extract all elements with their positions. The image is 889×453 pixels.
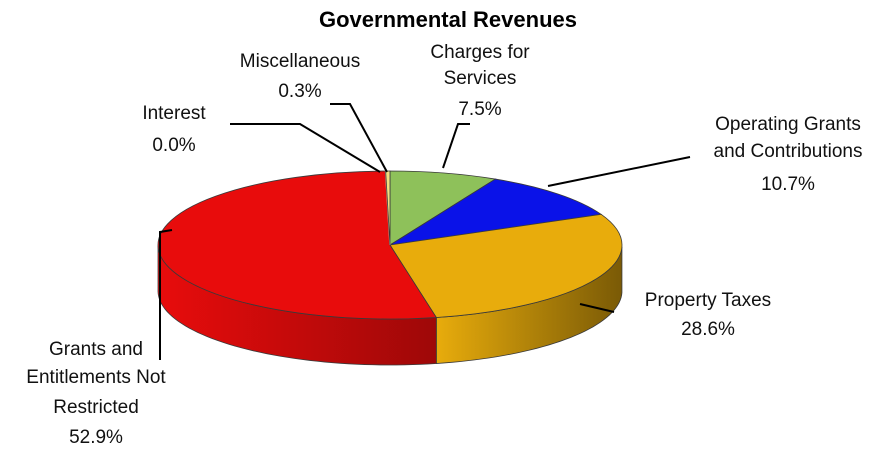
leader-line-3 [159, 229, 173, 360]
chart-title: Governmental Revenues [319, 7, 577, 32]
slice-name-label: Services [444, 68, 517, 89]
pie-slice-1 [389, 178, 603, 246]
slice-name-label: and Contributions [714, 141, 863, 162]
slice-name-label: Entitlements Not [26, 367, 166, 388]
slice-name-label: Property Taxes [645, 290, 771, 311]
leader-line-5 [330, 103, 388, 173]
slice-percent-label: 52.9% [69, 427, 123, 448]
pie-tops [157, 170, 623, 320]
slice-percent-label: 0.3% [278, 81, 321, 102]
pie-slice-0 [389, 170, 497, 246]
slice-name-label: Charges for [430, 42, 530, 63]
leader-lines [159, 103, 691, 360]
leader-line-1 [547, 156, 691, 187]
slice-percent-label: 28.6% [681, 319, 735, 340]
leader-line-4 [230, 123, 381, 173]
pie-slice-2 [389, 213, 623, 318]
slice-name-label: Grants and [49, 339, 143, 360]
slice-name-label: Operating Grants [715, 114, 861, 135]
slice-name-label: Restricted [53, 397, 139, 418]
slice-name-label: Miscellaneous [240, 51, 360, 72]
leader-line-2 [579, 303, 615, 313]
slice-percent-label: 10.7% [761, 174, 815, 195]
slice-percent-label: 0.0% [152, 135, 195, 156]
leader-line-0 [442, 123, 470, 169]
slice-name-label: Interest [142, 103, 206, 124]
slice-percent-label: 7.5% [458, 99, 501, 120]
slice-labels: Charges for Services 7.5% Operating Grants a… [26, 42, 862, 448]
